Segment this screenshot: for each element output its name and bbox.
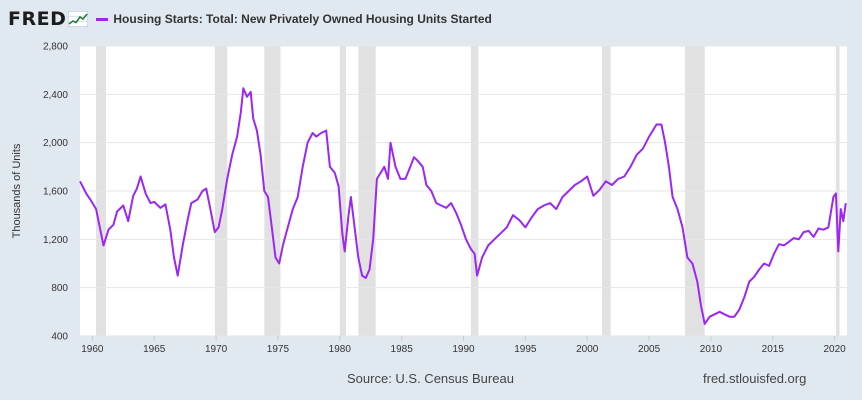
- x-tick-label: 2020: [824, 344, 847, 355]
- x-tick-label: 1975: [267, 344, 290, 355]
- fred-logo[interactable]: FRED: [8, 8, 89, 30]
- legend-label: Housing Starts: Total: New Privately Own…: [113, 12, 492, 26]
- x-tick-label: 1995: [514, 344, 537, 355]
- y-tick-label: 2,400: [43, 90, 68, 101]
- y-axis-label: Thousands of Units: [11, 143, 23, 238]
- x-tick-label: 1990: [452, 344, 475, 355]
- y-tick-label: 400: [51, 332, 68, 343]
- legend[interactable]: Housing Starts: Total: New Privately Own…: [96, 12, 492, 26]
- y-tick-label: 2,000: [43, 138, 68, 149]
- y-tick-label: 1,600: [43, 187, 68, 198]
- source-note: Source: U.S. Census Bureau: [347, 371, 514, 386]
- y-axis-ticks: 400 800 1,200 1,600 2,000 2,400 2,800: [43, 42, 68, 343]
- y-tick-label: 800: [51, 283, 68, 294]
- x-tick-label: 1960: [81, 344, 104, 355]
- x-tick-label: 1980: [329, 344, 352, 355]
- y-tick-label: 2,800: [43, 42, 68, 53]
- x-tick-label: 1970: [205, 344, 228, 355]
- y-tick-label: 1,200: [43, 235, 68, 246]
- x-tick-label: 1985: [391, 344, 414, 355]
- x-tick-label: 2010: [700, 344, 723, 355]
- fred-logo-text: FRED: [8, 8, 67, 30]
- chart-header: FRED Housing Starts: Total: New Privatel…: [8, 6, 492, 32]
- x-tick-label: 1965: [143, 344, 166, 355]
- chart-line-icon: [68, 11, 89, 27]
- series-line-housing-starts: [79, 87, 847, 325]
- x-axis-ticks: 1960 1965 1970 1975 1980 1985 1990 1995 2000 2005…: [81, 336, 846, 355]
- fred-url-link[interactable]: fred.stlouisfed.org: [703, 371, 807, 386]
- x-tick-label: 2005: [638, 344, 661, 355]
- x-tick-label: 2015: [762, 344, 785, 355]
- x-tick-label: 2000: [576, 344, 599, 355]
- legend-swatch: [96, 17, 109, 21]
